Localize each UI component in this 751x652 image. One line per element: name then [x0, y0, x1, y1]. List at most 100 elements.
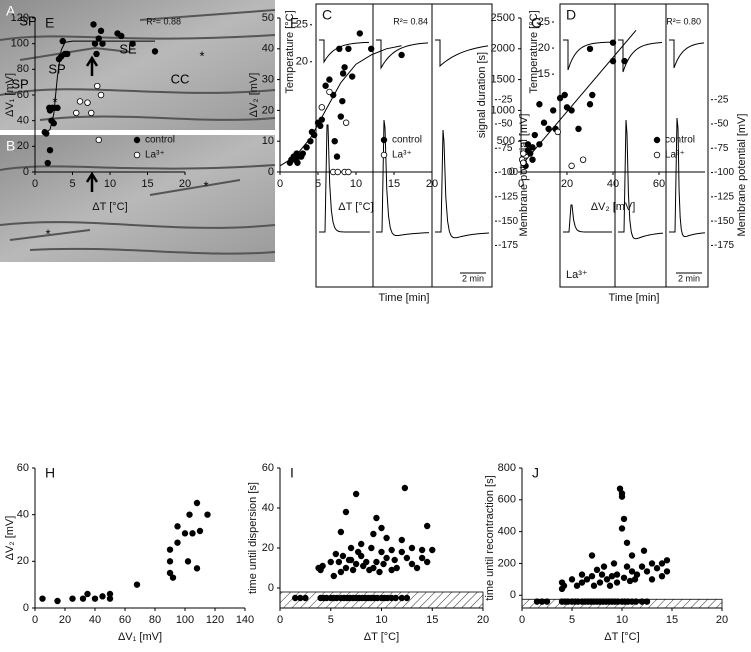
data-point: [166, 558, 174, 565]
x-tick-label: 0: [519, 614, 525, 626]
data-point: [638, 563, 646, 570]
data-point: [609, 57, 617, 65]
y-tick-label: 40: [17, 115, 29, 127]
legend-label: control: [145, 135, 175, 146]
x-tick-label: 15: [666, 614, 678, 626]
data-point: [620, 574, 628, 581]
data-point: [568, 107, 575, 114]
data-point: [632, 598, 640, 605]
data-point: [341, 64, 348, 71]
y-tick-label: 40: [262, 502, 274, 514]
scale-label: 2 min: [462, 273, 484, 283]
x-tick-label: 5: [569, 614, 575, 626]
x-tick-label: 20: [561, 178, 573, 190]
data-point: [418, 554, 426, 562]
data-point: [76, 98, 84, 105]
y-tick-label: 2000: [491, 43, 515, 55]
y2-tick-label: -50: [714, 119, 729, 130]
data-point: [311, 131, 318, 139]
y-tick-label: 60: [17, 462, 29, 474]
data-point: [590, 582, 598, 589]
data-point: [73, 109, 80, 117]
y-tick-label: 30: [262, 74, 274, 86]
data-point: [174, 539, 181, 546]
data-point: [370, 530, 377, 538]
y-tick-label: 60: [262, 462, 274, 474]
data-point: [633, 571, 641, 578]
data-point: [95, 35, 102, 42]
micrograph-label: *: [199, 48, 204, 63]
data-point: [326, 88, 333, 96]
data-point: [583, 576, 591, 583]
data-point: [294, 159, 301, 166]
y-tick-label: 100: [11, 38, 29, 50]
data-point: [363, 558, 370, 566]
data-point: [91, 595, 99, 602]
data-point: [335, 558, 343, 566]
data-point: [97, 91, 105, 99]
data-point: [596, 579, 604, 586]
data-point: [196, 527, 204, 535]
data-point: [648, 560, 656, 567]
data-point: [578, 571, 586, 578]
data-point: [90, 21, 97, 28]
y-tick-label: 0: [268, 166, 274, 178]
y2-tick-label: -175: [498, 240, 518, 251]
micrograph-label: SP: [11, 76, 28, 91]
y2-tick-label: -125: [714, 191, 734, 202]
data-point: [621, 57, 628, 65]
data-point: [368, 45, 375, 52]
x-tick-label: 10: [350, 178, 362, 190]
y-axis-label: ΔV₁ [mV]: [4, 73, 16, 117]
data-point: [166, 569, 174, 577]
r-squared: R²= 0.80: [666, 16, 701, 26]
y-tick-label: 20: [17, 140, 29, 152]
data-point: [118, 32, 125, 40]
x-tick-label: 60: [653, 178, 665, 190]
data-point: [342, 119, 350, 126]
y2-tick-label: -150: [714, 216, 734, 227]
y-tick-label: 80: [17, 63, 29, 75]
data-point: [106, 590, 114, 598]
data-point: [129, 40, 136, 47]
data-point: [169, 574, 177, 581]
micrograph-label: *: [203, 178, 208, 193]
y-tick-label: 1500: [491, 74, 515, 86]
y-tick-label: 400: [498, 526, 516, 538]
data-point: [59, 37, 66, 45]
data-point: [342, 564, 350, 572]
data-point: [423, 522, 431, 530]
data-point: [403, 554, 411, 562]
data-point: [380, 560, 387, 568]
data-point: [628, 552, 636, 559]
data-point: [378, 548, 385, 556]
y-tick-label: 25: [538, 16, 550, 28]
panel-frame: [315, 3, 493, 288]
potential-trace: [319, 124, 370, 233]
legend-label: La³⁺: [665, 150, 685, 161]
legend-label: control: [665, 135, 695, 146]
panel-letter: J: [532, 465, 539, 481]
data-point: [540, 119, 548, 126]
r-squared: R²= 0.88: [146, 16, 181, 26]
data-point: [618, 490, 626, 497]
data-point: [95, 136, 102, 144]
data-point: [331, 137, 338, 145]
x-tick-label: 100: [176, 614, 194, 626]
y-tick-label: 600: [498, 494, 516, 506]
panel-letter: E: [45, 15, 54, 31]
data-point: [303, 144, 310, 151]
data-point: [658, 572, 666, 580]
data-point: [383, 534, 390, 542]
x-tick-label: 0: [32, 614, 38, 626]
x-axis-label: ΔT [°C]: [364, 631, 399, 643]
potential-trace: [376, 119, 430, 237]
data-point: [184, 558, 192, 565]
data-point: [588, 572, 596, 580]
data-point: [39, 595, 46, 602]
data-point: [623, 539, 631, 546]
micrograph-label: CC: [171, 71, 190, 86]
data-point: [618, 525, 626, 532]
data-point: [575, 125, 582, 133]
